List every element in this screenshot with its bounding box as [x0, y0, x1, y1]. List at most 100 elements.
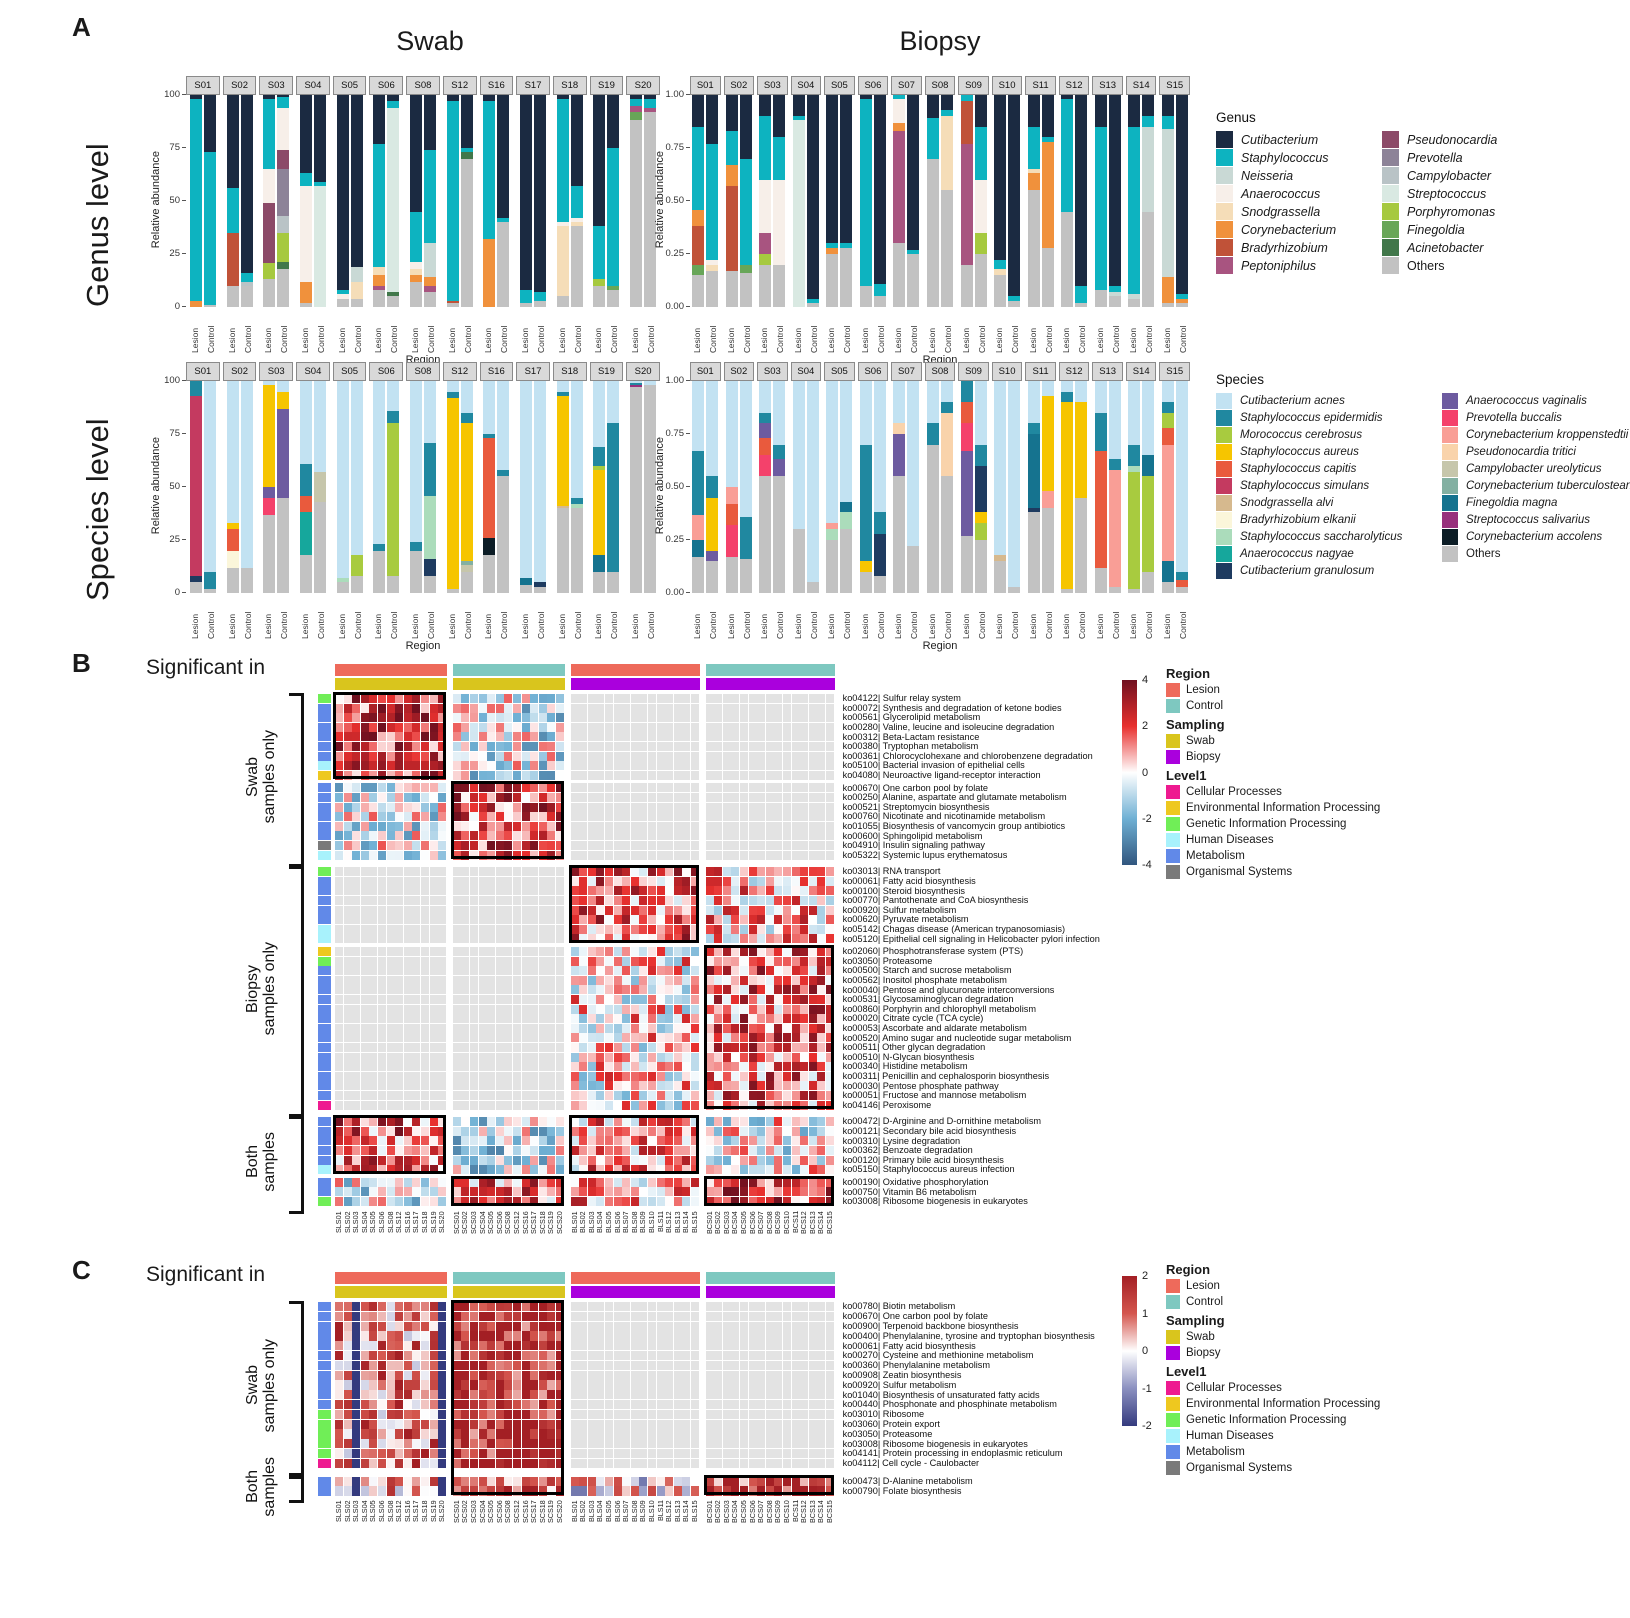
y-tick-mark — [686, 380, 690, 381]
heatmap-cell — [487, 812, 496, 822]
facet-S15: S15 Lesion Control — [1159, 362, 1190, 639]
heatmap-cell — [714, 722, 723, 732]
heatmap-cell — [587, 876, 596, 886]
heatmap-cell — [665, 1370, 674, 1380]
heatmap-cell — [765, 1341, 774, 1351]
heatmap-cell — [461, 831, 470, 841]
heatmap-cell — [530, 793, 539, 802]
heatmap-cell — [547, 896, 556, 905]
heatmap-cell — [438, 850, 447, 860]
heatmap-cell — [487, 1155, 496, 1165]
heatmap-cell — [783, 1409, 791, 1419]
heatmap-cell — [774, 1043, 783, 1052]
heatmap-cell — [740, 975, 748, 985]
heatmap-cell — [403, 1409, 412, 1419]
heatmap-row-label: ko00340| Histidine metabolism — [842, 1061, 968, 1072]
heatmap-cell — [360, 867, 369, 877]
heatmap-cell — [587, 1100, 596, 1110]
heatmap-cell — [722, 867, 731, 877]
heatmap-cell — [461, 1062, 470, 1072]
level1-annotation — [318, 896, 331, 906]
bar-segment — [387, 410, 400, 424]
bar-segment — [773, 95, 786, 138]
bar-segment — [203, 304, 216, 307]
heatmap-cell — [538, 732, 547, 742]
heatmap-cell — [369, 742, 378, 751]
heatmap-cell — [605, 722, 613, 732]
heatmap-cell — [714, 1023, 723, 1033]
heatmap-cell — [504, 947, 513, 956]
heatmap-cell — [817, 1341, 826, 1351]
heatmap-cell — [378, 1360, 386, 1370]
heatmap-cell — [673, 1390, 682, 1400]
x-tick-label: Control — [775, 611, 786, 639]
heatmap-cell — [343, 1146, 352, 1155]
heatmap-cell — [378, 694, 386, 703]
barchart-biopsy_species: S01 Lesion Control S02 Lesion Control S03 Lesio… — [690, 362, 1190, 639]
heatmap-cell — [530, 770, 539, 780]
bar-segment — [739, 381, 752, 517]
heatmap-cell — [412, 831, 421, 841]
heatmap-cell — [461, 783, 470, 793]
bar-segment — [893, 423, 906, 435]
facet-S03: S03 Lesion Control — [757, 362, 788, 639]
heatmap-cell — [826, 905, 834, 915]
facet-header-S15: S15 — [1159, 76, 1190, 95]
heatmap-cell — [791, 802, 800, 812]
heatmap-cell — [587, 713, 596, 723]
heatmap-cell — [421, 1390, 429, 1400]
heatmap-cell — [731, 1165, 740, 1175]
heatmap-cell — [605, 1136, 613, 1146]
heatmap-cell — [622, 1341, 631, 1351]
heatmap-cell — [495, 1400, 504, 1410]
heatmap-cell — [639, 1360, 648, 1370]
bar-segment — [483, 239, 496, 307]
heatmap-cell — [587, 985, 596, 995]
heatmap-cell — [429, 1043, 438, 1052]
heatmap-cell — [774, 915, 783, 925]
bar-segment — [593, 279, 606, 286]
heatmap-cell — [378, 703, 386, 713]
heatmap-cell — [461, 896, 470, 905]
heatmap-cell — [570, 722, 579, 732]
heatmap-cell — [630, 821, 639, 831]
heatmap-cell — [369, 1302, 378, 1312]
heatmap-cell — [722, 694, 731, 703]
heatmap-cell — [360, 783, 369, 793]
heatmap-cell — [478, 1177, 487, 1187]
heatmap-cell — [791, 1014, 800, 1024]
bar-segment — [826, 523, 839, 530]
heatmap-cell — [714, 1370, 723, 1380]
heatmap-cell — [335, 831, 343, 841]
bar-segment — [1061, 391, 1074, 403]
stacked-bar-lesion — [859, 95, 872, 307]
bar-segment — [960, 101, 973, 144]
heatmap-cell — [478, 1081, 487, 1091]
heatmap-cell — [386, 1091, 395, 1100]
heatmap-cell — [639, 867, 648, 877]
facet-S05: S05 Lesion Control — [824, 362, 855, 639]
heatmap-cell — [412, 1071, 421, 1081]
heatmap-cell — [429, 703, 438, 713]
heatmap-cell — [639, 1081, 648, 1091]
heatmap-cell — [504, 1126, 513, 1136]
heatmap-col-label: BLS07 — [621, 1211, 630, 1273]
heatmap-cell — [461, 1409, 470, 1419]
heatmap-cell — [335, 1004, 343, 1014]
facet-S03: S03 Lesion Control — [757, 76, 788, 353]
row-group-label-line: Both — [244, 1145, 261, 1179]
x-tick-label: Lesion — [630, 613, 641, 639]
heatmap-col-label: SCS20 — [555, 1211, 564, 1273]
heatmap-cell — [343, 1023, 352, 1033]
heatmap-cell — [521, 1409, 530, 1419]
heatmap-cell — [530, 956, 539, 966]
facet-xlabels: Lesion Control — [516, 309, 550, 353]
heatmap-cell — [579, 1311, 588, 1321]
legend-swatch — [1216, 512, 1232, 528]
heatmap-cell — [757, 831, 766, 841]
x-tick-label: Lesion — [593, 613, 604, 639]
facet-bars — [858, 95, 889, 307]
heatmap-cell — [556, 1177, 564, 1187]
bar-segment — [240, 567, 253, 593]
x-tick-label: Control — [808, 611, 819, 639]
